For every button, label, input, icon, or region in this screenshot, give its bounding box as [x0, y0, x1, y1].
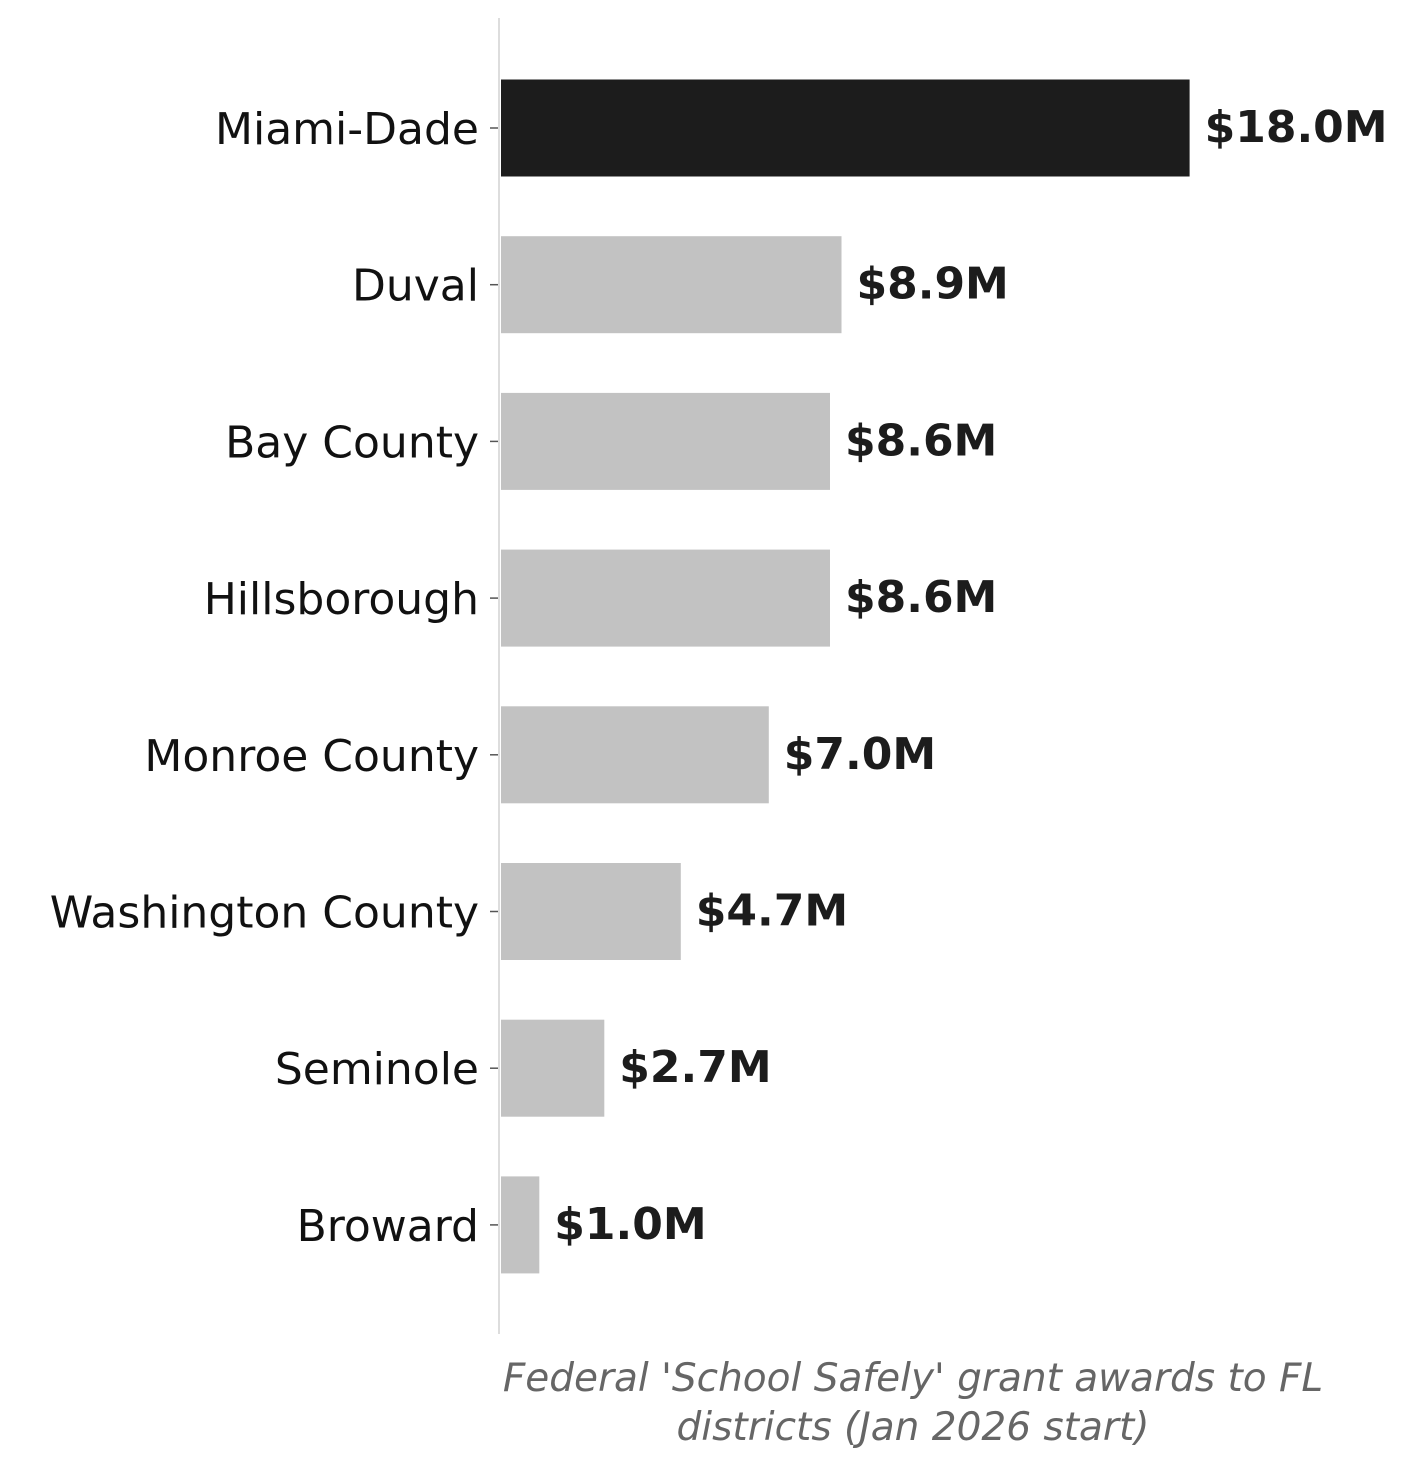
value-label-hillsborough: $8.6M: [845, 572, 997, 623]
bar-monroe-county: [501, 706, 769, 804]
value-labels-group: $18.0M $8.9M $8.6M $8.6M $7.0M $4.7M $2.7M $1.0…: [554, 102, 1387, 1250]
bar-hillsborough: [501, 549, 830, 647]
category-label-duval: Duval: [352, 261, 479, 312]
category-label-seminole: Seminole: [275, 1044, 479, 1095]
category-label-broward: Broward: [297, 1201, 479, 1252]
bar-seminole: [501, 1019, 605, 1117]
bar-bay-county: [501, 392, 830, 490]
value-label-washington-county: $4.7M: [696, 886, 848, 937]
category-label-hillsborough: Hillsborough: [204, 574, 479, 625]
x-axis-label: Federal 'School Safely' grant awards to …: [440, 1354, 1386, 1452]
value-label-duval: $8.9M: [857, 259, 1009, 310]
x-axis-label-line-1: Federal 'School Safely' grant awards to …: [502, 1356, 1324, 1401]
bar-miami-dade: [501, 79, 1190, 177]
value-label-seminole: $2.7M: [619, 1042, 771, 1093]
y-ticks-group: [490, 127, 498, 1226]
category-labels-group: Miami-Dade Duval Bay County Hillsborough Mon…: [50, 104, 479, 1252]
category-label-monroe-county: Monroe County: [144, 731, 479, 782]
category-label-washington-county: Washington County: [50, 888, 479, 939]
value-label-monroe-county: $7.0M: [784, 729, 936, 780]
bars-group: [501, 79, 1190, 1274]
bar-washington-county: [501, 863, 681, 960]
category-label-bay-county: Bay County: [225, 417, 479, 468]
category-label-miami-dade: Miami-Dade: [215, 104, 479, 155]
bar-broward: [501, 1176, 540, 1274]
bar-duval: [501, 236, 842, 334]
x-axis-label-line-2: districts (Jan 2026 start): [676, 1405, 1150, 1450]
value-label-miami-dade: $18.0M: [1205, 102, 1388, 153]
value-label-bay-county: $8.6M: [845, 415, 997, 466]
value-label-broward: $1.0M: [554, 1199, 706, 1250]
